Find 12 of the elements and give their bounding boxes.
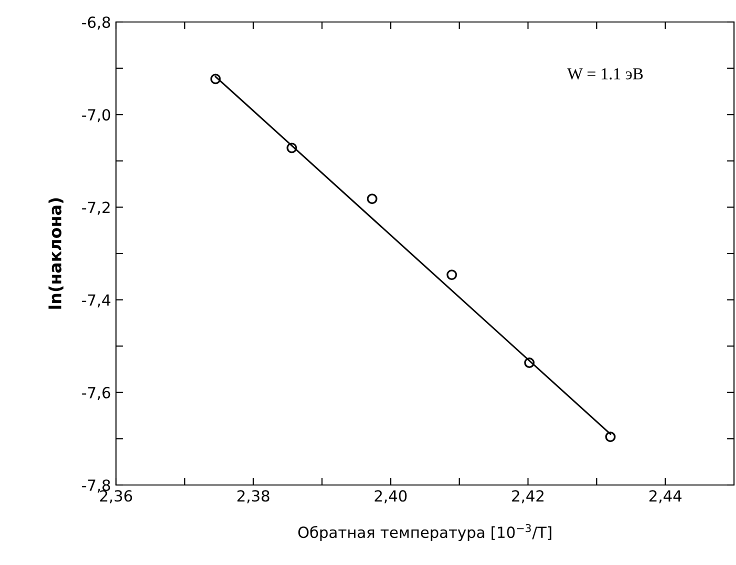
x-axis-title: Обратная температура [10$^{−3}$/T] xyxy=(298,524,552,542)
y-tick-label: -7,2 xyxy=(82,202,110,215)
x-tick-label: 2,38 xyxy=(237,490,270,504)
y-tick-label: -6,8 xyxy=(82,16,110,30)
y-tick-label: -7,4 xyxy=(82,294,110,308)
x-tick-label: 2,40 xyxy=(374,490,407,504)
x-tick-label: 2,44 xyxy=(649,490,682,504)
x-tick-label: 2,42 xyxy=(512,490,544,504)
y-tick-label: -7,0 xyxy=(82,109,110,122)
y-axis-title: ln(наклона) xyxy=(48,198,64,309)
annotation: W = 1.1 эВ xyxy=(567,68,643,80)
y-tick-label: -7,6 xyxy=(82,386,110,400)
